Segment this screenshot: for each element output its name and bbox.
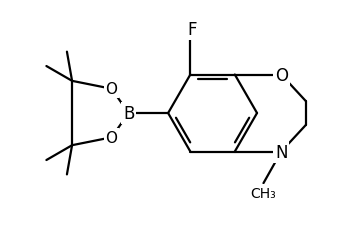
Text: CH₃: CH₃	[251, 186, 276, 200]
Text: N: N	[275, 143, 288, 161]
Text: B: B	[123, 105, 134, 122]
Text: O: O	[105, 82, 118, 97]
Text: O: O	[275, 66, 288, 84]
Text: O: O	[105, 130, 118, 145]
Text: F: F	[187, 21, 197, 39]
